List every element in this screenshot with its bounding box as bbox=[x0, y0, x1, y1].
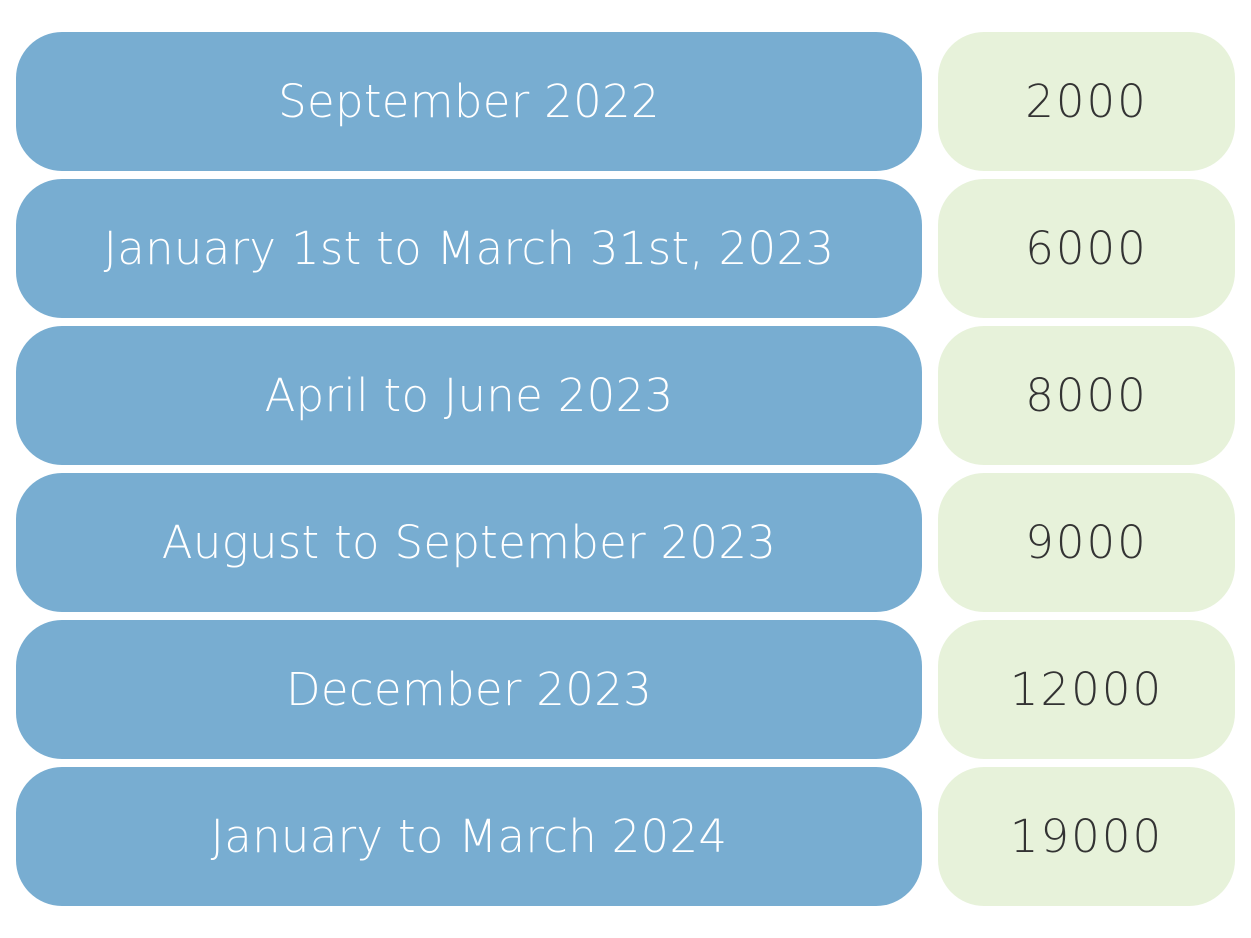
table-row: August to September 2023 9000 bbox=[16, 473, 1235, 612]
value-cell: 6000 bbox=[938, 179, 1235, 318]
period-cell: January to March 2024 bbox=[16, 767, 922, 906]
table-row: January 1st to March 31st, 2023 6000 bbox=[16, 179, 1235, 318]
value-cell: 9000 bbox=[938, 473, 1235, 612]
value-cell: 2000 bbox=[938, 32, 1235, 171]
table-row: December 2023 12000 bbox=[16, 620, 1235, 759]
period-cell: August to September 2023 bbox=[16, 473, 922, 612]
value-cell: 19000 bbox=[938, 767, 1235, 906]
period-cell: April to June 2023 bbox=[16, 326, 922, 465]
period-value-table: September 2022 2000 January 1st to March… bbox=[16, 32, 1235, 906]
period-cell: September 2022 bbox=[16, 32, 922, 171]
table-row: April to June 2023 8000 bbox=[16, 326, 1235, 465]
table-row: January to March 2024 19000 bbox=[16, 767, 1235, 906]
period-cell: January 1st to March 31st, 2023 bbox=[16, 179, 922, 318]
value-cell: 8000 bbox=[938, 326, 1235, 465]
table-row: September 2022 2000 bbox=[16, 32, 1235, 171]
value-cell: 12000 bbox=[938, 620, 1235, 759]
period-cell: December 2023 bbox=[16, 620, 922, 759]
